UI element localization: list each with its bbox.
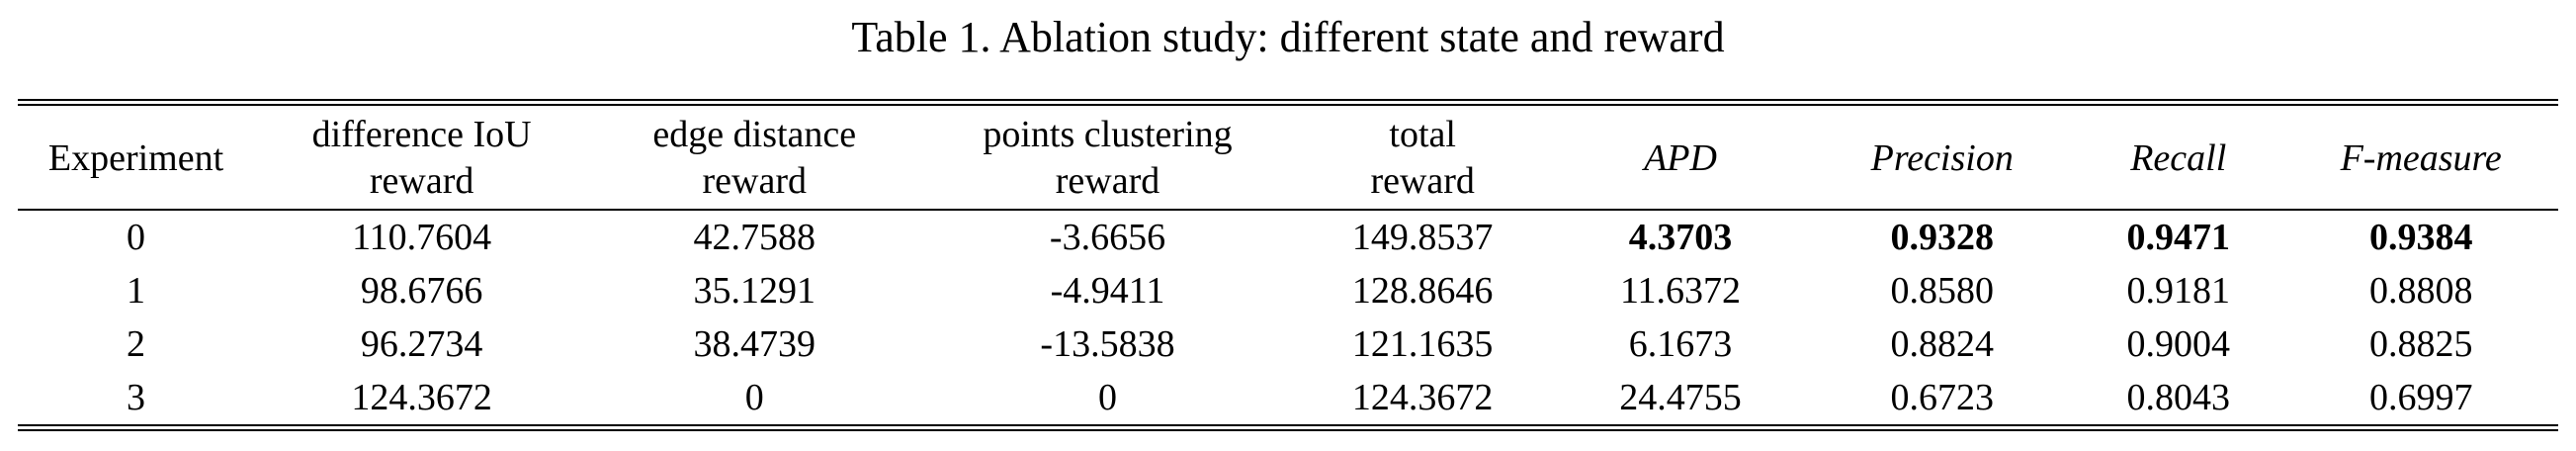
cell-edge-distance-reward: 0 (589, 371, 920, 431)
cell-experiment: 3 (18, 371, 254, 431)
cell-edge-distance-reward: 42.7588 (693, 217, 816, 258)
ablation-table-container: Experiment difference IoU reward edge dista… (18, 99, 2558, 431)
cell-points-clustering-reward: -3.6656 (1049, 217, 1166, 258)
cell-experiment: 2 (127, 323, 145, 365)
cell-edge-distance-reward: 38.4739 (693, 323, 816, 365)
cell-apd: 11.6372 (1619, 270, 1742, 312)
cell-experiment: 0 (127, 217, 145, 258)
header-line: reward (1370, 160, 1475, 202)
header-line: F-measure (2340, 136, 2502, 179)
cell-apd: 6.1673 (1628, 323, 1733, 365)
header-apd: APD (1549, 99, 1812, 211)
table-row: 1 98.6766 35.1291 -4.9411 128.8646 11.6372 0.8… (18, 264, 2558, 317)
header-line: Recall (2130, 136, 2227, 179)
ablation-table: Experiment difference IoU reward edge dista… (18, 99, 2558, 431)
cell-precision: 0.6723 (1811, 371, 2074, 431)
header-line: Experiment (47, 136, 224, 179)
cell-f-measure: 0.9384 (2368, 217, 2473, 258)
cell-total-reward: 149.8537 (1351, 217, 1494, 258)
header-difference-iou-reward: difference IoU reward (254, 99, 590, 211)
table-row: 0 110.7604 42.7588 -3.6656 149.8537 4.3703 0.9… (18, 210, 2558, 264)
cell-recall: 0.8043 (2073, 371, 2284, 431)
table-row: 2 96.2734 38.4739 -13.5838 121.1635 6.1673 0.8… (18, 317, 2558, 371)
cell-apd: 4.3703 (1628, 217, 1733, 258)
cell-edge-distance-reward: 35.1291 (693, 270, 816, 312)
cell-total-reward: 128.8646 (1351, 270, 1494, 312)
cell-recall: 0.9181 (2126, 270, 2230, 312)
header-line: Precision (1870, 136, 2014, 179)
header-line: reward (369, 160, 474, 202)
table-body: 0 110.7604 42.7588 -3.6656 149.8537 4.3703 0.9… (18, 210, 2558, 431)
header-line: points clustering (983, 114, 1233, 155)
cell-recall: 0.9004 (2126, 323, 2230, 365)
header-line: difference IoU (311, 114, 532, 155)
cell-experiment: 1 (127, 270, 145, 312)
cell-recall: 0.9471 (2126, 217, 2230, 258)
cell-precision: 0.9328 (1890, 217, 1994, 258)
header-recall: Recall (2073, 99, 2284, 211)
header-points-clustering-reward: points clustering reward (919, 99, 1296, 211)
cell-apd: 24.4755 (1549, 371, 1812, 431)
cell-precision: 0.8824 (1890, 323, 1994, 365)
cell-f-measure: 0.6997 (2283, 371, 2558, 431)
cell-difference-iou-reward: 98.6766 (360, 270, 483, 312)
header-line: total (1389, 114, 1456, 155)
header-precision: Precision (1811, 99, 2074, 211)
header-experiment: Experiment (18, 99, 254, 211)
header-line: reward (1055, 160, 1160, 202)
cell-f-measure: 0.8808 (2368, 270, 2473, 312)
table-row: 3 124.3672 0 0 124.3672 24.4755 0.6723 0.8043 0.… (18, 371, 2558, 431)
cell-total-reward: 121.1635 (1351, 323, 1494, 365)
cell-points-clustering-reward: -13.5838 (1040, 323, 1175, 365)
header-row: Experiment difference IoU reward edge dista… (18, 99, 2558, 211)
cell-difference-iou-reward: 96.2734 (360, 323, 483, 365)
cell-difference-iou-reward: 110.7604 (352, 217, 492, 258)
header-edge-distance-reward: edge distance reward (589, 99, 920, 211)
cell-points-clustering-reward: -4.9411 (1050, 270, 1165, 312)
cell-precision: 0.8580 (1890, 270, 1994, 312)
header-line: edge distance (652, 114, 857, 155)
header-line: reward (702, 160, 808, 202)
cell-difference-iou-reward: 124.3672 (254, 371, 590, 431)
cell-total-reward: 124.3672 (1295, 371, 1550, 431)
header-total-reward: total reward (1295, 99, 1550, 211)
header-f-measure: F-measure (2283, 99, 2558, 211)
header-line: APD (1644, 136, 1717, 179)
table-caption: Table 1. Ablation study: different state… (851, 13, 1725, 61)
cell-points-clustering-reward: 0 (919, 371, 1296, 431)
cell-f-measure: 0.8825 (2368, 323, 2473, 365)
